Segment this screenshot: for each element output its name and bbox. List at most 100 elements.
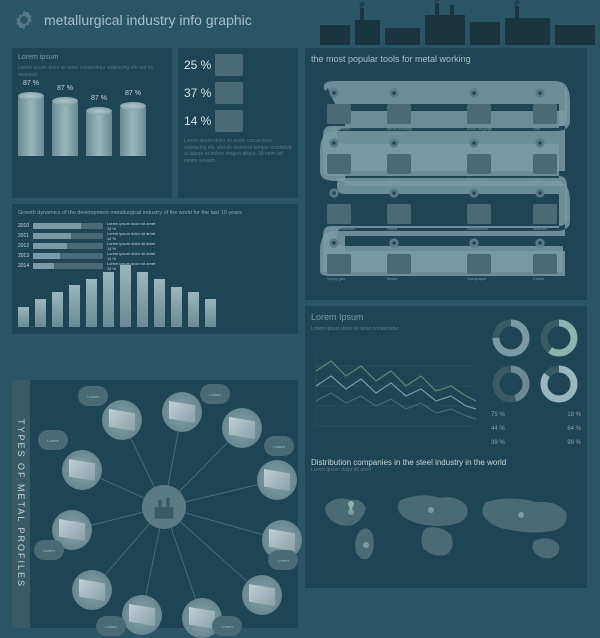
vbar [137,272,148,327]
donut-row-1 [491,318,581,358]
tool-icon [533,104,557,124]
gear-icon [327,186,341,200]
tool-node: Drilling machine [327,186,357,214]
pct-item: 14 % [184,110,292,132]
pct-box: 25 % 37 % 14 % [184,54,292,132]
tool-node: Brush [387,236,417,264]
profile-node [162,392,202,432]
map-desc: Lorem ipsum dolor sit amet [311,467,581,474]
cylinder: 87 % [18,96,44,156]
pct-item: 25 % [184,54,292,76]
p1-heading: Lorem ipsum [18,54,166,61]
gear-icon [467,136,481,150]
donut-chart [491,364,531,404]
tool-icon [467,104,491,124]
gear-icon [533,236,547,250]
p2-desc: Lorem ipsum dolor sit amet, consectetur … [184,138,292,164]
gear-icon [387,186,401,200]
stat-row: 44 %64 % [491,426,581,432]
hbar-row: 2013Lorem ipsum dolor sit amet 14 % [18,251,158,261]
tool-node: Spray gun [327,236,357,264]
tool-node: Sandpaper [467,236,497,264]
vbar [120,265,131,327]
tools-panel: the most popular tools for metal working… [305,48,587,300]
cylinder: 87 % [120,106,146,156]
profile-label: Lorem [78,386,108,406]
vbar [69,285,80,327]
growth-panel: Growth dynamics of the development metal… [12,204,298,334]
vbar [18,307,29,327]
profile-node [122,595,162,635]
donut-row-2 [491,364,581,404]
gear-icon [467,236,481,250]
p4-title: Growth dynamics of the development metal… [18,210,292,217]
profile-node [222,408,262,448]
gear-icon [327,86,341,100]
vbar [86,279,97,327]
p3-title: the most popular tools for metal working [311,54,581,64]
tool-icon [467,204,491,224]
profile-label: Lorem [96,616,126,636]
profile-label: Lorem [212,616,242,636]
p6-desc: Lorem ipsum dolor sit amet consectetur [311,326,481,333]
gear-icon [327,136,341,150]
profile-label: Lorem [268,550,298,570]
cylinder: 87 % [86,111,112,156]
profile-label: Lorem [264,436,294,456]
profile-node [102,400,142,440]
gear-icon [387,236,401,250]
p6-heading: Lorem Ipsum [311,312,481,322]
tool-icon [387,104,411,124]
vbar-chart [18,271,292,327]
tool-icon [533,154,557,174]
tool-icon [327,154,351,174]
tool-node: Hammer [327,136,357,164]
gear-icon [467,186,481,200]
tool-node: Vice [387,136,417,164]
tool-node: Grindstone, knife grinder [467,136,497,164]
map-title: Distribution companies in the steel indu… [311,458,581,467]
pct-item: 37 % [184,82,292,104]
profile-center [142,485,186,529]
pct-icon [215,110,243,132]
tool-node: Anvil, forgings [467,86,497,114]
hbar-row: 2012Lorem ipsum dolor sit amet 14 % [18,241,158,251]
tool-icon [327,104,351,124]
line-chart [311,341,481,431]
profile-label: Lorem [38,430,68,450]
donut-chart [539,364,579,404]
hbar-row: 2011Lorem ipsum dolor sit amet 14 % [18,231,158,241]
page-title: metallurgical industry info graphic [44,12,252,28]
p1-desc: Lorem ipsum dolor sit amet consectetur a… [18,65,166,78]
tool-node: Lathe [533,136,563,164]
vbar [103,272,114,327]
profile-node [242,575,282,615]
hbar-row: 2014Lorem ipsum dolor sit amet 14 % [18,261,158,271]
vbar [188,292,199,327]
tool-icon [387,154,411,174]
profiles-panel: TYPES OF METAL PROFILES Lorem Lorem Lorem L… [12,380,298,628]
tool-node: Screwdriver [467,186,497,214]
tool-node: Drill [533,86,563,114]
tool-icon [467,154,491,174]
gear-icon [12,8,36,32]
profile-node [62,450,102,490]
profile-node [257,460,297,500]
gear-icon [387,86,401,100]
tool-node: Chisel [533,236,563,264]
gear-icon [467,86,481,100]
stat-row: 75 %18 % [491,412,581,418]
pct-icon [215,82,243,104]
vbar [52,292,63,327]
vbar [205,299,216,327]
profile-label: Lorem [34,540,64,560]
tool-node: Metal welding apparatus [387,86,417,114]
vbar [154,279,165,327]
vbar [171,287,182,327]
gear-icon [533,136,547,150]
cylinder-panel: Lorem ipsum Lorem ipsum dolor sit amet c… [12,48,172,198]
gear-icon [533,86,547,100]
gear-icon [327,236,341,250]
profiles-side-label: TYPES OF METAL PROFILES [12,380,30,628]
analytics-panel: Lorem Ipsum Lorem ipsum dolor sit amet c… [305,306,587,588]
